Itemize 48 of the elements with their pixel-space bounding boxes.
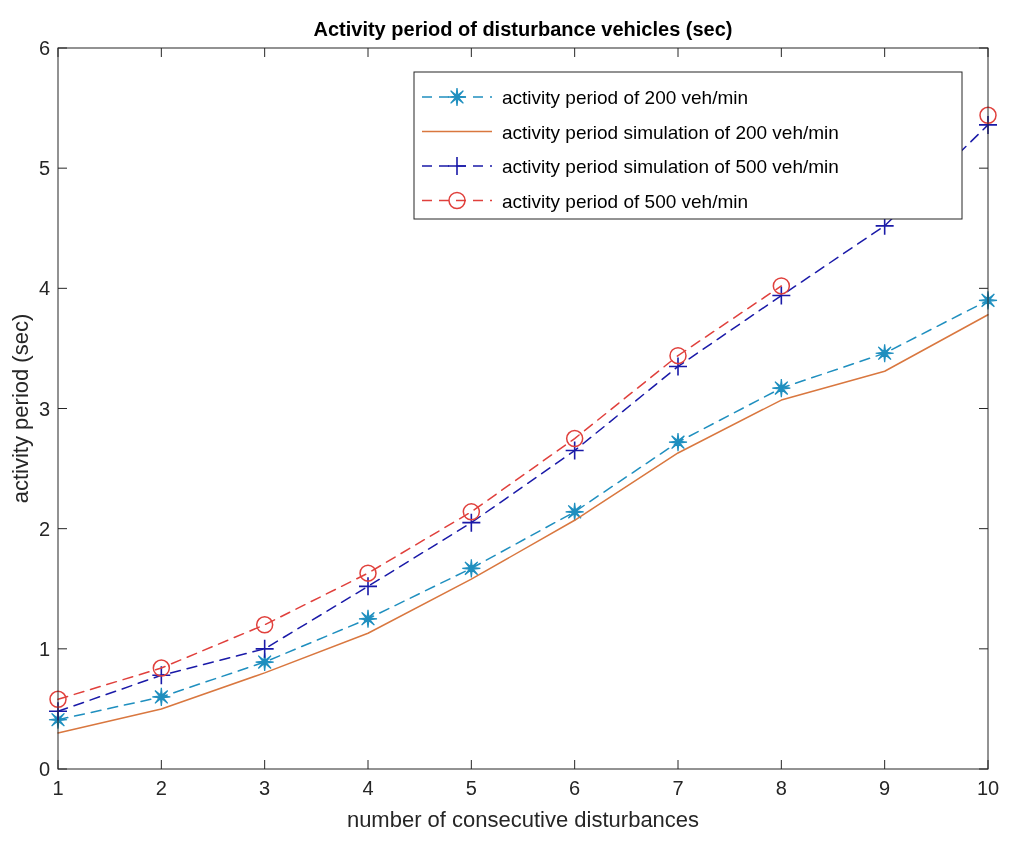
point	[668, 356, 688, 377]
point	[462, 503, 481, 521]
legend-label: activity period simulation of 500 veh/min	[502, 156, 839, 177]
point	[565, 502, 585, 522]
chart-title: Activity period of disturbance vehicles (sec)	[313, 18, 733, 40]
x-tick-label: 2	[155, 777, 167, 799]
point	[772, 277, 791, 295]
legend-label: activity period of 200 veh/min	[502, 87, 749, 108]
x-axis-title: number of consecutive disturbances	[346, 807, 700, 832]
point	[771, 285, 792, 306]
point	[669, 346, 687, 365]
point	[151, 687, 171, 707]
y-tick-label: 5	[38, 157, 50, 180]
legend-label: activity period simulation of 200 veh/min	[502, 121, 839, 143]
point	[152, 659, 171, 677]
legend-label: activity period of 500 veh/min	[502, 190, 749, 212]
x-tick-label: 4	[362, 777, 374, 799]
point	[49, 690, 67, 709]
x-tick-label: 8	[775, 777, 787, 799]
y-tick-label: 1	[38, 637, 50, 660]
point	[254, 639, 275, 659]
x-tick-label: 6	[569, 777, 581, 799]
point	[668, 432, 688, 452]
y-tick-label: 0	[38, 758, 50, 780]
x-tick-label: 1	[52, 777, 64, 799]
point	[255, 616, 274, 634]
point	[358, 576, 378, 597]
y-tick-label: 4	[38, 277, 50, 300]
x-tick-label: 5	[465, 777, 477, 799]
point	[461, 512, 482, 533]
point	[359, 564, 377, 582]
point	[565, 429, 584, 448]
y-tick-label: 3	[38, 397, 50, 420]
y-tick-label: 2	[38, 517, 50, 540]
y-tick-label: 6	[38, 37, 50, 59]
point	[564, 440, 585, 461]
point	[358, 609, 378, 629]
x-tick-label: 10	[976, 777, 1000, 799]
y-axis-title: activity period (sec)	[8, 313, 33, 504]
point	[255, 652, 275, 672]
x-tick-label: 9	[879, 777, 891, 799]
x-tick-label: 7	[672, 777, 684, 799]
point	[771, 378, 791, 398]
point	[979, 106, 997, 125]
point	[875, 343, 895, 363]
x-tick-label: 3	[259, 777, 271, 799]
point	[151, 665, 172, 686]
point	[461, 558, 481, 578]
